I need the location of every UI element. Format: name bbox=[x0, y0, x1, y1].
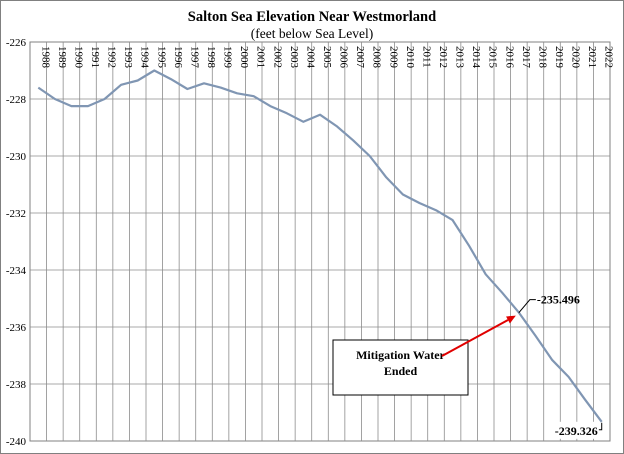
y-tick-label: -240 bbox=[6, 436, 27, 448]
annotations: -235.496 -239.326 Mitigation Water Ended bbox=[332, 293, 603, 439]
x-tick-label: 2011 bbox=[420, 46, 432, 68]
y-tick-label: -230 bbox=[6, 151, 27, 163]
x-tick-label: 1989 bbox=[56, 46, 68, 69]
x-tick-label: 2017 bbox=[520, 46, 532, 69]
x-tick-label: 2018 bbox=[536, 46, 548, 69]
x-tick-label: 1991 bbox=[89, 46, 101, 68]
x-tick-label: 2016 bbox=[503, 46, 515, 69]
x-tick-label: 2000 bbox=[238, 46, 250, 69]
x-tick-label: 2014 bbox=[470, 46, 482, 69]
x-tick-label: 2012 bbox=[437, 46, 449, 68]
x-tick-label: 2006 bbox=[338, 46, 350, 69]
x-axis-tick-labels: 1988 1989 1990 1991 1992 1993 1994 1995 1996 1997… bbox=[39, 46, 614, 69]
x-tick-label: 1994 bbox=[139, 46, 151, 69]
x-tick-label: 2022 bbox=[603, 46, 615, 68]
x-tick-label: 2004 bbox=[304, 46, 316, 69]
chart-title: Salton Sea Elevation Near Westmorland bbox=[187, 9, 437, 25]
x-tick-label: 1990 bbox=[72, 46, 84, 69]
mitigation-arrow-shaft bbox=[441, 319, 509, 357]
x-tick-label: 2013 bbox=[454, 46, 466, 69]
plot-area-border bbox=[29, 41, 611, 442]
x-tick-label: 1992 bbox=[106, 46, 118, 68]
callout-label-2017: -235.496 bbox=[537, 293, 580, 307]
x-tick-label: 1993 bbox=[122, 46, 134, 68]
mitigation-arrow-head bbox=[506, 315, 516, 324]
mitigation-text-line: Mitigation Water bbox=[356, 348, 445, 362]
callout-label-2022: -239.326 bbox=[555, 424, 598, 438]
y-tick-label: -232 bbox=[6, 208, 26, 220]
x-tick-label: 1999 bbox=[222, 46, 234, 69]
mitigation-text-line: Ended bbox=[384, 364, 418, 378]
x-tick-label: 2020 bbox=[570, 46, 582, 69]
callout-background-2022 bbox=[544, 421, 599, 439]
x-tick-label: 2008 bbox=[371, 46, 383, 69]
y-axis-tick-labels: -226 -228 -230 -232 -234 -236 -238 -240 bbox=[6, 37, 27, 448]
callout-leader-2017 bbox=[518, 299, 536, 313]
chart-subtitle: (feet below Sea Level) bbox=[250, 26, 374, 41]
gridlines bbox=[29, 41, 611, 442]
y-tick-label: -234 bbox=[6, 265, 27, 277]
y-tick-label: -226 bbox=[6, 37, 27, 49]
y-tick-label: -228 bbox=[6, 94, 27, 106]
x-tick-label: 2009 bbox=[387, 46, 399, 69]
y-tick-label: -238 bbox=[6, 379, 27, 391]
x-tick-label: 2005 bbox=[321, 46, 333, 69]
y-tick-label: -236 bbox=[6, 322, 27, 334]
x-tick-label: 1995 bbox=[155, 46, 167, 69]
x-tick-label: 2015 bbox=[487, 46, 499, 69]
x-tick-label: 2010 bbox=[404, 46, 416, 69]
x-tick-label: 1988 bbox=[39, 46, 51, 69]
x-tick-label: 2019 bbox=[553, 46, 565, 69]
x-tick-label: 2007 bbox=[354, 46, 366, 69]
x-tick-label: 2001 bbox=[255, 46, 267, 68]
x-tick-label: 1996 bbox=[172, 46, 184, 69]
x-tick-label: 2003 bbox=[288, 46, 300, 69]
x-tick-label: 2002 bbox=[271, 46, 283, 68]
x-tick-label: 1998 bbox=[205, 46, 217, 69]
x-tick-label: 1997 bbox=[188, 46, 200, 69]
mitigation-text-box bbox=[332, 339, 469, 396]
x-tick-label: 2021 bbox=[586, 46, 598, 68]
callout-leader-2022 bbox=[598, 422, 603, 431]
series-line bbox=[37, 69, 603, 423]
